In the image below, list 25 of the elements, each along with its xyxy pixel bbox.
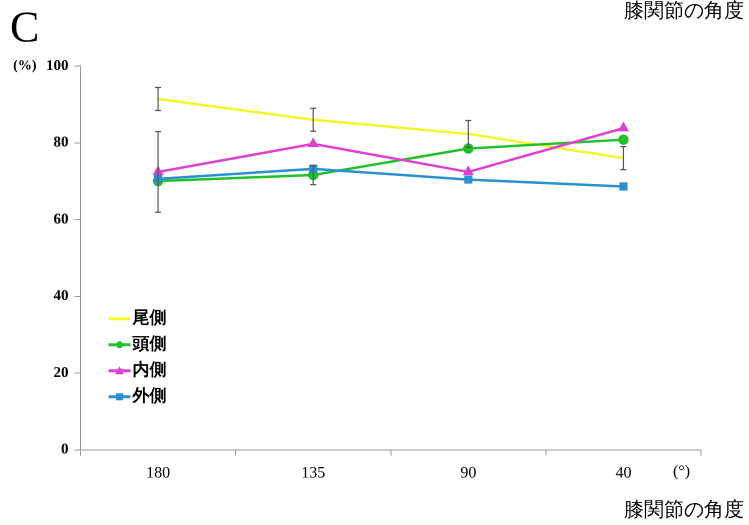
x-axis-title: 膝関節の角度 [624, 497, 744, 522]
point [464, 166, 474, 176]
legend-label: 内側 [132, 360, 166, 380]
legend-label: 尾側 [132, 308, 166, 328]
y-tick-label: 0 [61, 442, 68, 458]
legend-label: 外側 [132, 386, 166, 406]
point [619, 182, 628, 191]
point [618, 134, 629, 145]
y-tick-label: 20 [54, 364, 68, 381]
y-tick-label: 40 [54, 288, 68, 304]
x-tick-label: 135 [301, 464, 326, 482]
text: (°) [673, 463, 690, 480]
y-axis-title: (%) [13, 58, 37, 74]
point [618, 122, 628, 132]
chart-title: C [10, 2, 40, 52]
y-tick-label: 60 [54, 211, 68, 228]
point [464, 176, 472, 184]
text: 膝関節の角度 [624, 0, 744, 22]
x-tick-label: 90 [460, 464, 476, 482]
point [308, 138, 318, 148]
y-tick-label: 80 [54, 134, 68, 151]
y-tick-label: 100 [46, 58, 68, 74]
x-tick-label: 180 [146, 464, 170, 482]
legend-label: 頭側 [132, 334, 166, 354]
x-tick-label: 40 [615, 464, 632, 482]
